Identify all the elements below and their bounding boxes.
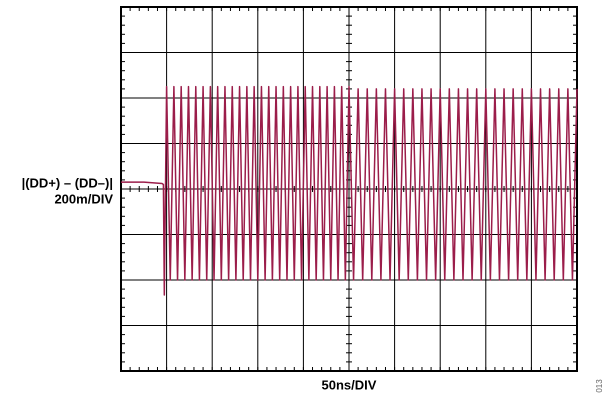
plot-frame: [120, 6, 578, 372]
figure-id: 013: [595, 379, 604, 393]
x-axis-label: 50ns/DIV: [322, 377, 377, 392]
y-axis-scale: 200m/DIV: [54, 191, 113, 206]
y-axis-label: |(DD+) – (DD–)|: [22, 175, 113, 190]
waveform: [121, 85, 578, 296]
